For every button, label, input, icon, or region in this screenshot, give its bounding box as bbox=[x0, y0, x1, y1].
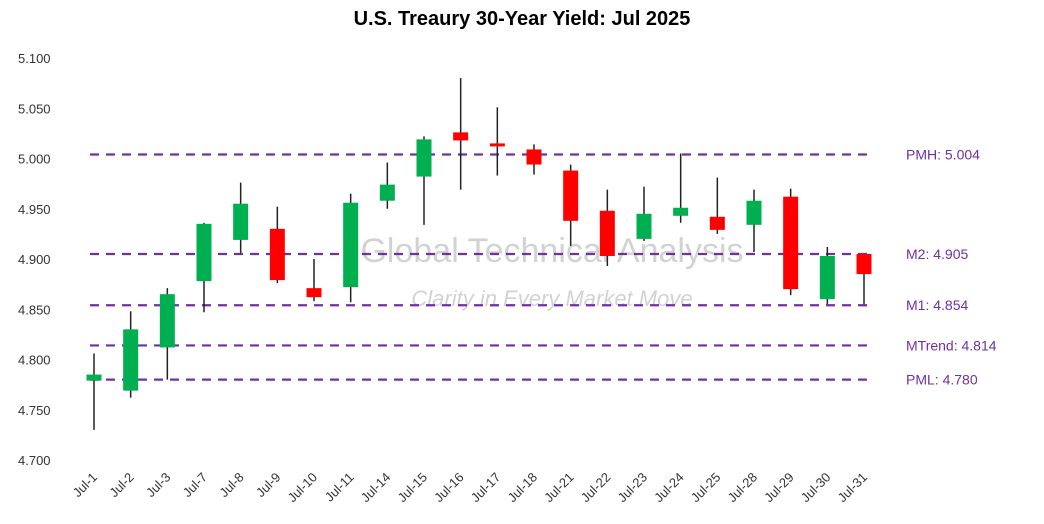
candle-body-up bbox=[159, 294, 175, 348]
x-tick-label: Jul-29 bbox=[761, 470, 797, 506]
x-tick-label: Jul-18 bbox=[504, 470, 540, 506]
x-tick-label: Jul-9 bbox=[253, 470, 284, 501]
y-tick-label: 5.000 bbox=[18, 152, 51, 167]
y-tick-label: 4.850 bbox=[18, 302, 51, 317]
x-tick-label: Jul-14 bbox=[358, 470, 394, 506]
x-tick-label: Jul-25 bbox=[688, 470, 724, 506]
y-tick-label: 5.100 bbox=[18, 51, 51, 66]
level-label: PMH: 5.004 bbox=[906, 146, 980, 162]
watermark-tagline: Clarity in Every Market Move bbox=[411, 286, 692, 311]
x-tick-label: Jul-22 bbox=[578, 470, 614, 506]
x-tick-label: Jul-23 bbox=[614, 470, 650, 506]
x-tick-label: Jul-24 bbox=[651, 470, 687, 506]
x-tick-label: Jul-10 bbox=[284, 470, 320, 506]
candle-body-up bbox=[233, 203, 249, 240]
candle-body-up bbox=[379, 184, 395, 201]
candle-body-down bbox=[599, 210, 615, 256]
level-label: MTrend: 4.814 bbox=[906, 337, 997, 353]
candle-body-up bbox=[416, 139, 432, 177]
candle-body-down bbox=[306, 288, 322, 298]
y-tick-label: 4.700 bbox=[18, 453, 51, 468]
candle-body-up bbox=[636, 213, 652, 239]
x-tick-label: Jul-3 bbox=[143, 470, 174, 501]
x-tick-label: Jul-31 bbox=[834, 470, 870, 506]
candle-body-down bbox=[526, 149, 542, 165]
candle-body-up bbox=[673, 207, 689, 216]
y-tick-label: 4.750 bbox=[18, 403, 51, 418]
x-tick-label: Jul-28 bbox=[724, 470, 760, 506]
level-label: PML: 4.780 bbox=[906, 372, 978, 388]
x-tick-label: Jul-15 bbox=[394, 470, 430, 506]
x-tick-label: Jul-17 bbox=[468, 470, 504, 506]
candle-body-up bbox=[196, 223, 212, 282]
candle-body-down bbox=[489, 143, 505, 147]
candle-body-down bbox=[709, 216, 725, 230]
x-tick-label: Jul-11 bbox=[322, 470, 357, 505]
candle-body-up bbox=[343, 202, 359, 288]
level-label: M1: 4.854 bbox=[906, 297, 968, 313]
candle-body-down bbox=[269, 228, 285, 281]
candle-body-down bbox=[856, 253, 872, 275]
x-tick-label: Jul-8 bbox=[216, 470, 247, 501]
y-tick-label: 5.050 bbox=[18, 101, 51, 116]
x-tick-label: Jul-21 bbox=[541, 470, 577, 506]
candle-body-down bbox=[563, 170, 579, 221]
x-tick-label: Jul-16 bbox=[431, 470, 467, 506]
chart-title: U.S. Treaury 30-Year Yield: Jul 2025 bbox=[353, 8, 691, 30]
candle-body-up bbox=[123, 329, 139, 391]
watermark-title: Global Technical Analysis bbox=[360, 232, 743, 270]
x-tick-label: Jul-30 bbox=[798, 470, 834, 506]
y-tick-label: 4.950 bbox=[18, 202, 51, 217]
level-label: M2: 4.905 bbox=[906, 246, 968, 262]
y-tick-label: 4.800 bbox=[18, 353, 51, 368]
y-tick-label: 4.900 bbox=[18, 252, 51, 267]
candle-body-up bbox=[86, 374, 102, 381]
x-tick-label: Jul-2 bbox=[106, 470, 137, 501]
x-tick-label: Jul-7 bbox=[180, 470, 211, 501]
candle-body-up bbox=[819, 255, 835, 300]
candle-body-up bbox=[746, 200, 762, 225]
x-tick-label: Jul-1 bbox=[70, 470, 101, 501]
candle-body-down bbox=[453, 132, 469, 141]
candle-body-down bbox=[783, 196, 799, 290]
